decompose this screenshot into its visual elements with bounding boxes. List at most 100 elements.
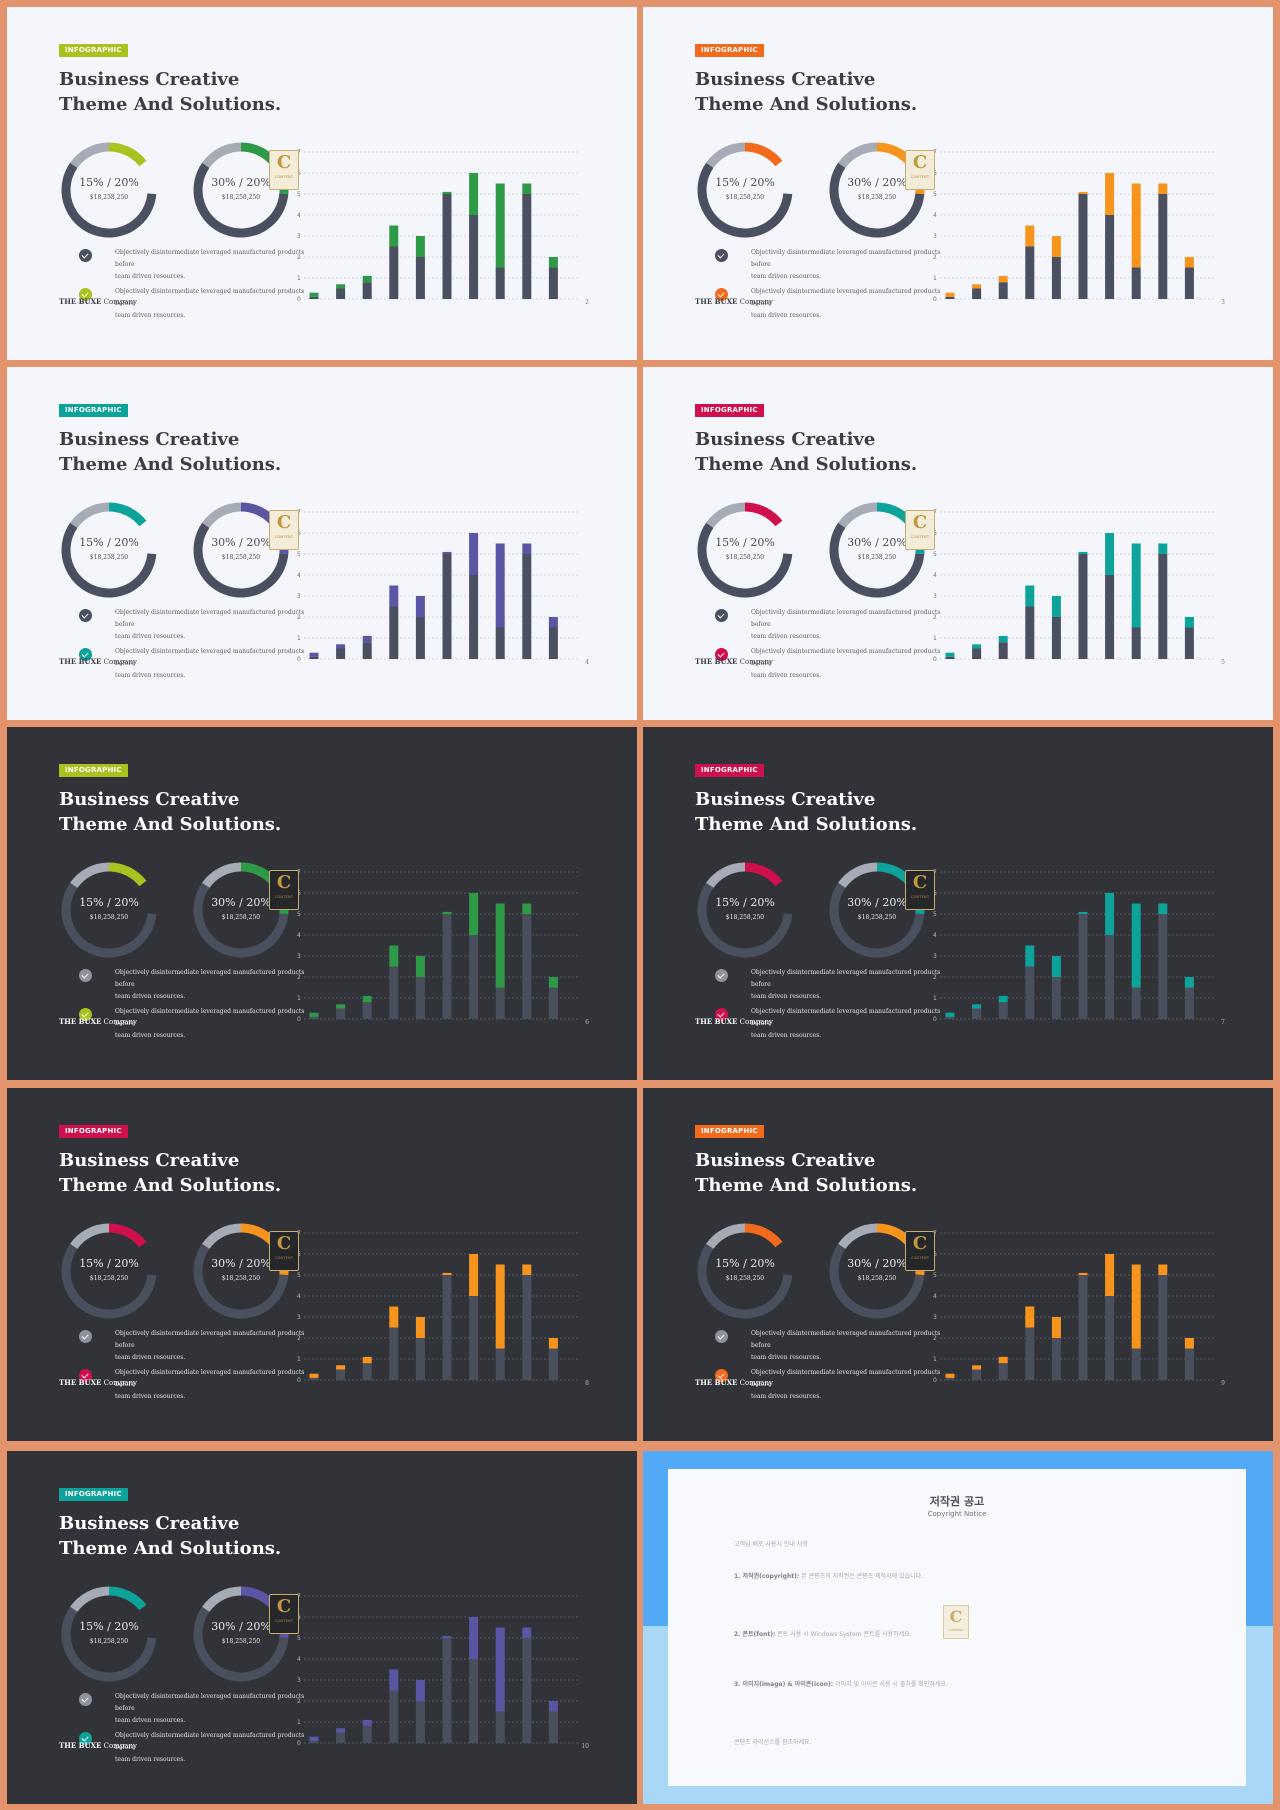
- bar-base-segment: [1051, 617, 1061, 659]
- donut-amount: $18,258,250: [89, 1275, 129, 1282]
- bullet-text-line-1: Objectively disintermediate leveraged ma…: [751, 1330, 941, 1349]
- check-circle-icon: [79, 1693, 92, 1706]
- slide-title: Business Creative Theme And Solutions.: [695, 427, 955, 477]
- bar-base-segment: [415, 257, 425, 299]
- y-tick-label: 4: [933, 932, 937, 939]
- content-logo: C CONTENT: [905, 510, 935, 550]
- bar-base-segment: [336, 1008, 346, 1019]
- title-line-2: Theme And Solutions.: [695, 94, 918, 115]
- bar-base-segment: [548, 987, 558, 1019]
- bullet-text-line-1: Objectively disintermediate leveraged ma…: [751, 969, 941, 988]
- footer-brand: THE BUXE: [59, 1017, 102, 1026]
- slide-10[interactable]: INFOGRAPHIC Business Creative Theme And So…: [7, 1451, 637, 1804]
- content-logo: C CONTENT: [269, 1231, 299, 1271]
- content-logo: C CONTENT: [905, 150, 935, 190]
- slide-6[interactable]: INFOGRAPHIC Business Creative Theme And So…: [7, 727, 637, 1080]
- y-tick-label: 1: [297, 1356, 301, 1363]
- footer-company-word: Company: [737, 1379, 773, 1387]
- bullet-item-2: Objectively disintermediate leveraged ma…: [715, 1006, 945, 1039]
- bar-accent-segment: [495, 183, 505, 268]
- bar-base-segment: [362, 1002, 372, 1019]
- bullet-text-line-1: Objectively disintermediate leveraged ma…: [751, 249, 941, 268]
- bullet-item-2: Objectively disintermediate leveraged ma…: [79, 1730, 309, 1763]
- page-number: 10: [581, 1743, 589, 1750]
- page-number: 9: [1221, 1380, 1225, 1387]
- y-tick-label: 7: [297, 1593, 301, 1600]
- bar-accent-segment: [972, 1004, 982, 1009]
- bullet-text-line-2: team driven resources.: [751, 633, 822, 640]
- copyright-slide[interactable]: 저작권 공고 Copyright Notice 고객님 배포 사용시 안내 사항…: [643, 1451, 1273, 1804]
- footer-brand: THE BUXE: [59, 297, 102, 306]
- donut-track-segment: [193, 1606, 289, 1682]
- infographic-tag: INFOGRAPHIC: [59, 764, 128, 777]
- title-line-2: Theme And Solutions.: [59, 814, 282, 835]
- donut-track-segment: [829, 522, 925, 598]
- page-number: 7: [1221, 1019, 1225, 1026]
- y-tick-label: 2: [297, 1698, 301, 1705]
- bar-base-segment: [972, 1369, 982, 1380]
- check-circle-icon: [79, 1369, 92, 1382]
- bar-accent-segment: [1025, 1306, 1035, 1328]
- bar-accent-segment: [442, 911, 452, 914]
- bar-accent-segment: [1131, 903, 1141, 988]
- slide-8[interactable]: INFOGRAPHIC Business Creative Theme And So…: [7, 1088, 637, 1441]
- bar-accent-segment: [1158, 543, 1168, 554]
- bullet-text-line-1: Objectively disintermediate leveraged ma…: [115, 1369, 305, 1388]
- title-line-2: Theme And Solutions.: [59, 1175, 282, 1196]
- donut-ring: [697, 862, 793, 958]
- y-tick-label: 4: [297, 212, 301, 219]
- slide-7[interactable]: INFOGRAPHIC Business Creative Theme And So…: [643, 727, 1273, 1080]
- bar-chart-container: 0 1 2 3 4 5 6 7: [290, 1571, 590, 1765]
- bar-base-segment: [1078, 554, 1088, 659]
- bar-accent-segment: [1158, 183, 1168, 194]
- slide-title: Business Creative Theme And Solutions.: [59, 427, 319, 477]
- bullet-text: Objectively disintermediate leveraged ma…: [751, 1006, 951, 1042]
- stacked-bar-chart: 0 1 2 3 4 5 6 7: [933, 509, 1216, 663]
- bar-base-segment: [389, 1327, 399, 1380]
- page-number: 3: [1221, 299, 1225, 306]
- copyright-subtitle: Copyright Notice: [927, 1510, 987, 1518]
- bar-accent-segment: [442, 191, 452, 194]
- check-circle-icon: [715, 609, 728, 622]
- slide-5[interactable]: INFOGRAPHIC Business Creative Theme And So…: [643, 367, 1273, 720]
- bar-chart-container: 0 1 2 3 4 5 6 7: [926, 127, 1226, 321]
- slide-3[interactable]: INFOGRAPHIC Business Creative Theme And So…: [643, 7, 1273, 360]
- bar-accent-segment: [415, 596, 425, 617]
- y-tick-label: 7: [933, 869, 937, 876]
- bar-accent-segment: [389, 1306, 399, 1328]
- y-tick-label: 3: [297, 1677, 301, 1684]
- slide-9[interactable]: INFOGRAPHIC Business Creative Theme And So…: [643, 1088, 1273, 1441]
- donut-track-segment: [697, 162, 793, 238]
- logo-letter: C: [276, 152, 292, 173]
- y-tick-label: 3: [297, 953, 301, 960]
- donut-accent-segment: [744, 862, 783, 887]
- bar-accent-segment: [548, 1701, 558, 1712]
- y-tick-label: 2: [933, 614, 937, 621]
- bar-base-segment: [469, 215, 479, 299]
- bar-accent-segment: [415, 956, 425, 977]
- bullet-item-1: Objectively disintermediate leveraged ma…: [79, 1691, 309, 1724]
- slide-4[interactable]: INFOGRAPHIC Business Creative Theme And So…: [7, 367, 637, 720]
- bar-base-segment: [548, 627, 558, 659]
- bar-accent-segment: [495, 903, 505, 988]
- donut-percentage: 15% / 20%: [79, 896, 139, 909]
- bar-base-segment: [309, 1740, 319, 1743]
- bar-accent-segment: [309, 1736, 319, 1741]
- bullet-item-1: Objectively disintermediate leveraged ma…: [715, 607, 945, 640]
- stacked-bar-chart: 0 1 2 3 4 5 6 7: [933, 1230, 1216, 1384]
- stacked-bar-chart: 0 1 2 3 4 5 6 7: [297, 149, 580, 303]
- donut-percentage: 30% / 20%: [211, 1257, 271, 1270]
- title-line-1: Business Creative: [59, 69, 240, 90]
- bar-accent-segment: [1158, 1264, 1168, 1275]
- donut-ring: [697, 1223, 793, 1319]
- check-circle-icon: [79, 648, 92, 661]
- bullet-text: Objectively disintermediate leveraged ma…: [751, 1367, 951, 1403]
- y-tick-label: 4: [933, 1293, 937, 1300]
- bar-accent-segment: [336, 1365, 346, 1370]
- slide-2[interactable]: INFOGRAPHIC Business Creative Theme And So…: [7, 7, 637, 360]
- bullet-text-line-2: team driven resources.: [115, 273, 186, 280]
- stacked-bar-chart: 0 1 2 3 4 5 6 7: [297, 869, 580, 1023]
- page-number: 4: [585, 659, 589, 666]
- donut-percentage: 15% / 20%: [715, 896, 775, 909]
- donut-percentage: 30% / 20%: [211, 896, 271, 909]
